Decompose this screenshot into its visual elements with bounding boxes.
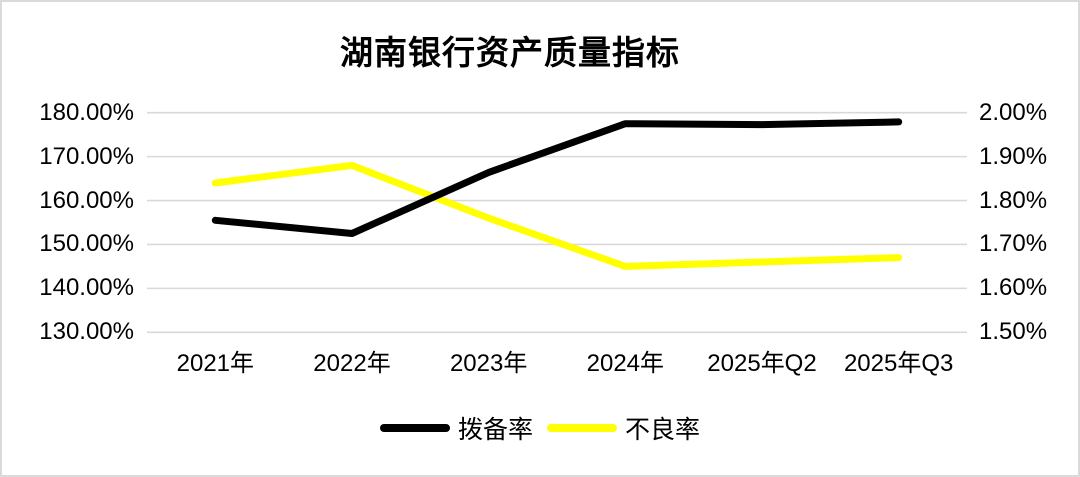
x-axis-category-label: 2023年 [449,350,528,377]
right-axis-tick-label: 1.70% [979,230,1048,258]
legend-item: 不良率 [547,410,700,446]
x-axis-category-label: 2025年Q3 [843,350,954,377]
legend: 拨备率 不良率 [2,410,1078,446]
chart-title: 湖南银行资产质量指标 [340,34,680,71]
left-axis-tick-label: 160.00% [39,186,134,214]
right-axis-tick-label: 1.80% [979,186,1048,214]
x-axis-category-label: 2024年 [586,350,665,377]
x-axis-category-label: 2021年 [176,350,255,377]
x-axis-category-label: 2025年Q2 [707,350,817,377]
right-axis-tick-label: 1.90% [979,142,1048,170]
left-axis-tick-label: 170.00% [39,142,134,170]
left-axis-tick-label: 180.00% [39,98,134,126]
right-axis-tick-label: 1.50% [979,318,1048,346]
provision-coverage-line [211,118,903,237]
x-axis-category-label: 2022年 [313,350,391,377]
legend-item: 拨备率 [379,410,533,446]
left-axis-tick-label: 150.00% [39,230,134,258]
right-axis-tick-label: 2.00% [979,98,1048,126]
legend-label: 拨备率 [457,416,533,444]
legend-swatch [379,424,450,432]
npl-ratio-line [211,161,903,270]
legend-label: 不良率 [625,416,701,444]
left-axis-tick-label: 140.00% [39,274,134,302]
right-axis-tick-label: 1.60% [979,274,1048,302]
legend-swatch [547,424,617,432]
left-axis-tick-label: 130.00% [39,318,134,346]
